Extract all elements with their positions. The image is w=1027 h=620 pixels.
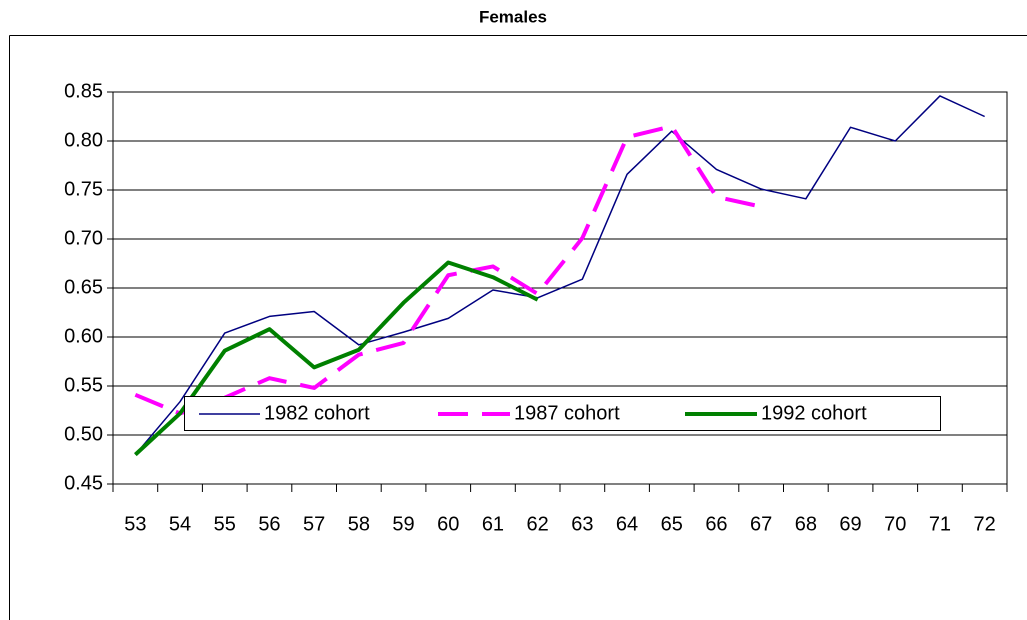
x-tick-label: 63 (571, 513, 593, 535)
legend-box (184, 396, 941, 431)
x-tick-label: 58 (348, 513, 370, 535)
x-tick-label: 68 (795, 513, 817, 535)
y-tick-label: 0.85 (64, 80, 103, 102)
chart-title: Females (479, 7, 547, 26)
x-tick-label: 65 (661, 513, 683, 535)
x-tick-label: 57 (303, 513, 325, 535)
legend-label: 1992 cohort (761, 402, 867, 424)
y-tick-label: 0.80 (64, 129, 103, 151)
y-tick-label: 0.70 (64, 227, 103, 249)
y-tick-label: 0.50 (64, 423, 103, 445)
x-tick-label: 67 (750, 513, 772, 535)
x-tick-label: 56 (258, 513, 280, 535)
x-tick-label: 60 (437, 513, 459, 535)
x-tick-label: 55 (214, 513, 236, 535)
x-tick-label: 61 (482, 513, 504, 535)
series-line (133, 260, 539, 457)
y-tick-label: 0.75 (64, 178, 103, 200)
x-tick-label: 72 (974, 513, 996, 535)
x-tick-label: 71 (929, 513, 951, 535)
x-tick-label: 66 (705, 513, 727, 535)
x-tick-label: 69 (839, 513, 861, 535)
x-tick-label: 54 (169, 513, 191, 535)
series-line (134, 124, 762, 416)
legend-label: 1987 cohort (514, 402, 620, 424)
y-tick-label: 0.65 (64, 276, 103, 298)
series-line (134, 95, 985, 456)
x-tick-label: 62 (527, 513, 549, 535)
y-tick-label: 0.45 (64, 472, 103, 494)
legend-label: 1982 cohort (264, 402, 370, 424)
x-tick-label: 59 (392, 513, 414, 535)
x-tick-label: 53 (124, 513, 146, 535)
x-tick-label: 64 (616, 513, 638, 535)
y-tick-label: 0.60 (64, 325, 103, 347)
y-tick-label: 0.55 (64, 374, 103, 396)
x-tick-label: 70 (884, 513, 906, 535)
